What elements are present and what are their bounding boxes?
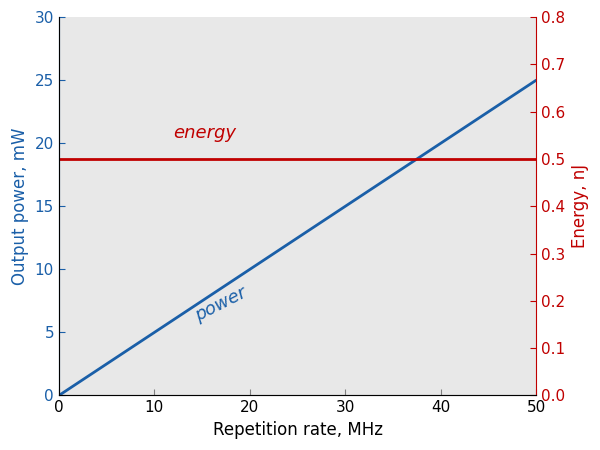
Text: energy: energy bbox=[173, 125, 236, 143]
Text: power: power bbox=[193, 284, 250, 325]
Y-axis label: Energy, nJ: Energy, nJ bbox=[571, 164, 589, 248]
Y-axis label: Output power, mW: Output power, mW bbox=[11, 127, 29, 285]
X-axis label: Repetition rate, MHz: Repetition rate, MHz bbox=[212, 421, 383, 439]
